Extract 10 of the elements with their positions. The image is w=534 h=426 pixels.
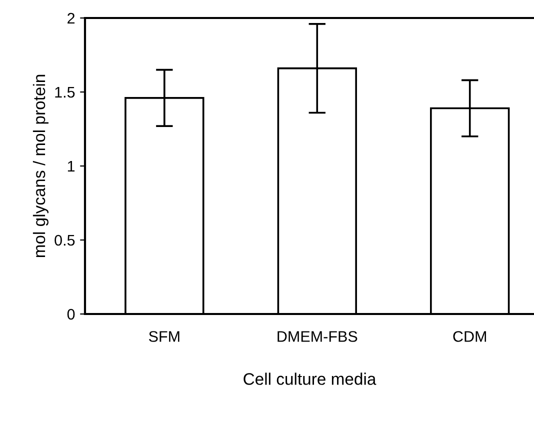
x-axis-title: Cell culture media bbox=[244, 372, 376, 385]
y-tick-label: 0 bbox=[67, 308, 75, 320]
y-tick-label: 1 bbox=[68, 161, 75, 172]
y-tick-label: 2 bbox=[68, 12, 75, 24]
x-tick-label: SFM bbox=[148, 331, 180, 342]
y-axis-title: mol glycans / mol protein bbox=[32, 74, 48, 258]
x-tick-label: CDM bbox=[453, 331, 486, 342]
x-tick-label: DMEM-FBS bbox=[278, 331, 358, 342]
y-tick-label: 0.5 bbox=[54, 234, 75, 246]
y-tick-label: 1.5 bbox=[55, 87, 75, 98]
